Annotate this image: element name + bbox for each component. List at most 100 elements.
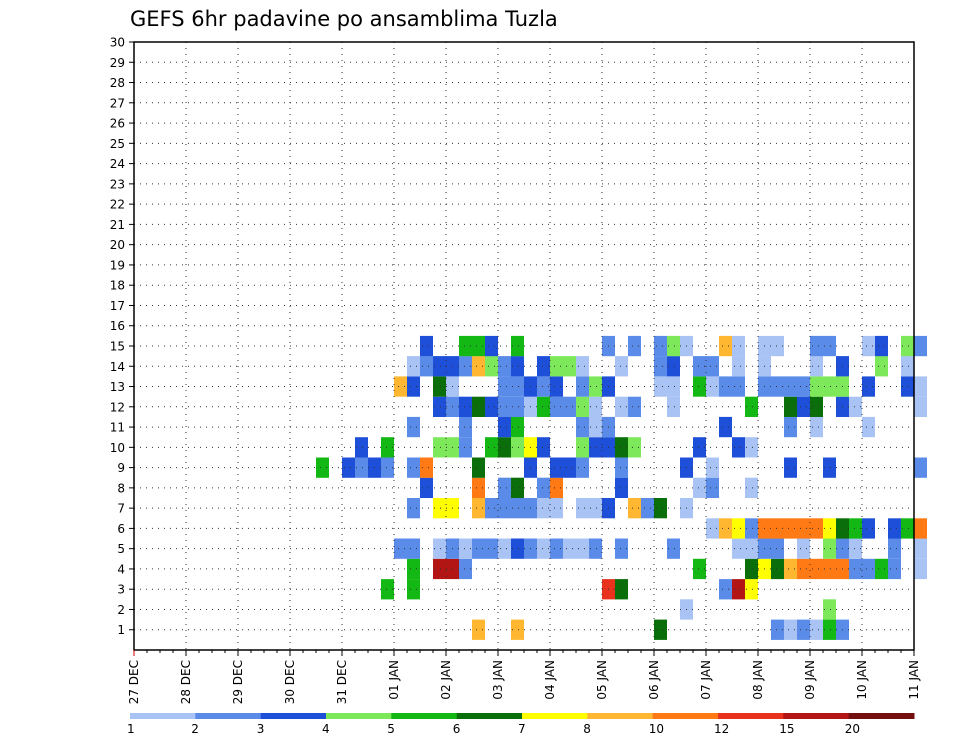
heatmap-cell [862,335,875,357]
heatmap-cell [732,518,745,539]
heatmap-cell [316,457,329,478]
y-tick-label: 2 [117,603,125,617]
heatmap-cell [472,356,485,377]
heatmap-cell [407,416,420,438]
y-tick-label: 19 [110,258,125,272]
colorbar-swatch [391,713,458,719]
heatmap-cell [407,498,420,519]
heatmap-cell [771,558,784,580]
heatmap-cell [472,477,485,498]
heatmap-cell [459,538,472,559]
heatmap-cell [745,437,758,458]
heatmap-cell [381,457,394,478]
colorbar-swatch [522,713,588,719]
heatmap-cell [732,376,745,397]
heatmap-cell [654,619,667,640]
heatmap-cell [628,437,641,458]
heatmap-cell [875,356,888,377]
heatmap-cell [862,518,875,539]
heatmap-cell [888,558,901,580]
heatmap-cell [355,437,368,458]
heatmap-cell [576,498,589,519]
heatmap-cell [459,416,472,438]
heatmap-cell [693,477,706,498]
heatmap-cell [810,376,823,397]
heatmap-cell [745,579,758,600]
heatmap-cell [498,498,511,519]
heatmap-cell [407,356,420,377]
heatmap-cell [550,356,563,377]
heatmap-cell [732,356,745,377]
heatmap-cell [615,457,628,478]
heatmap-cell [667,356,680,377]
heatmap-cell [810,356,823,377]
heatmap-cell [862,376,875,397]
heatmap-cell [511,416,524,438]
heatmap-cell [706,518,719,539]
heatmap-cell [472,619,485,640]
heatmap-cell [810,619,823,640]
heatmap-cell [667,376,680,397]
heatmap-cell [550,538,563,559]
heatmap-cell [745,558,758,580]
heatmap-cell [394,538,407,559]
heatmap-cell [433,437,446,458]
heatmap-cell [771,376,784,397]
x-tick-label: 07 JAN [699,660,713,700]
chart-title: GEFS 6hr padavine po ansamblima Tuzla [130,7,558,31]
y-tick-label: 15 [110,340,125,354]
x-tick-label: 03 JAN [491,660,505,700]
colorbar-label: 10 [649,722,664,736]
heatmap-cell [784,619,797,640]
heatmap-cell [550,457,563,478]
heatmap-cell [771,619,784,640]
heatmap-cell [498,416,511,438]
y-tick-label: 8 [117,481,125,495]
y-tick-label: 25 [110,137,125,151]
heatmap-cell [589,538,602,559]
colorbar-swatch [326,713,392,719]
heatmap-cell [511,335,524,357]
heatmap-cell [407,538,420,559]
heatmap-cell [615,538,628,559]
y-tick-label: 1 [117,623,125,637]
y-tick-label: 18 [110,279,125,293]
heatmap-cell [823,599,836,620]
colorbar-label: 4 [322,722,330,736]
colorbar-swatch [130,713,196,719]
heatmap-cell [719,416,732,438]
heatmap-cell [641,498,654,519]
heatmap-cell [589,376,602,397]
heatmap-cell [797,518,810,539]
heatmap-cell [407,579,420,600]
heatmap-cell [615,396,628,417]
heatmap-cell [745,396,758,417]
heatmap-cell [901,518,914,539]
colorbar: 1 2 3 4 5 6 7 8 10 12 15 20 [127,713,915,736]
heatmap-cell [888,538,901,559]
y-tick-label: 21 [110,218,125,232]
heatmap-cell [420,356,433,377]
heatmap-cell [459,356,472,377]
heatmap-cell [901,335,914,357]
colorbar-swatch [783,713,850,719]
heatmap-cell [849,518,862,539]
y-tick-label: 4 [117,562,125,576]
heatmap-cell [654,335,667,357]
heatmap-cell [537,477,550,498]
heatmap-cell [537,437,550,458]
heatmap-cell [407,558,420,580]
heatmap-cell [914,335,927,357]
heatmap-cell [810,416,823,438]
heatmap-cell [563,356,576,377]
heatmap-cell [810,396,823,417]
heatmap-cell [914,538,927,559]
heatmap-cell [472,457,485,478]
heatmap-cell [875,558,888,580]
heatmap-cell [589,498,602,519]
colorbar-label: 6 [453,722,461,736]
heatmap-cell [459,558,472,580]
heatmap-cell [784,376,797,397]
x-tick-label: 11 JAN [907,660,921,700]
heatmap-cell [654,498,667,519]
